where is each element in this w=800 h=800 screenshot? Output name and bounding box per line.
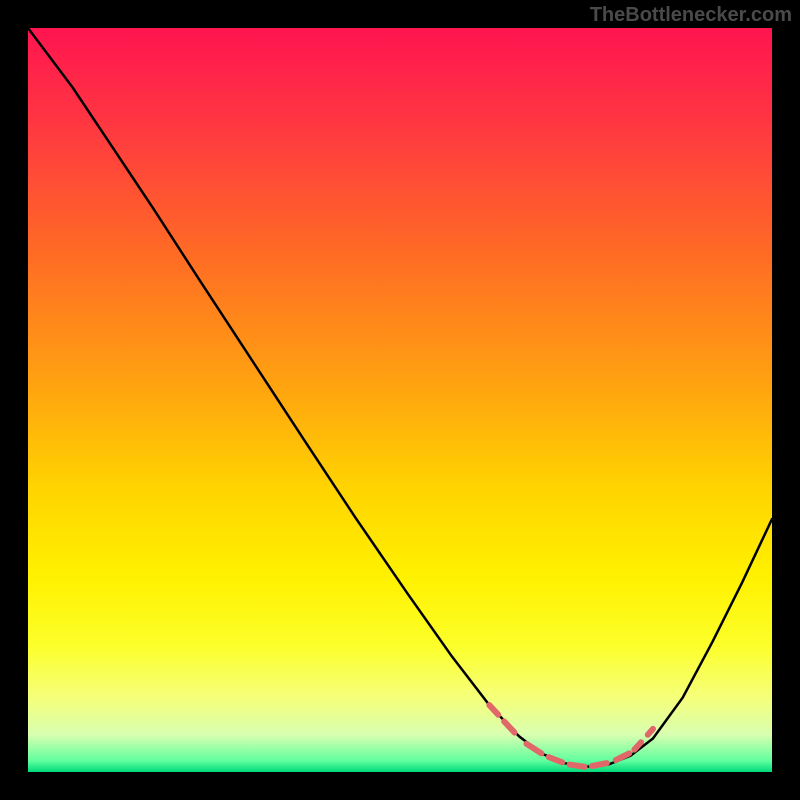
highlight-dash	[592, 763, 607, 766]
highlight-dash	[549, 757, 562, 762]
chart-plot-area	[28, 28, 772, 772]
watermark-text: TheBottlenecker.com	[590, 4, 792, 27]
highlight-dash	[489, 705, 498, 715]
bottleneck-curve	[28, 28, 772, 767]
highlight-dash	[570, 765, 585, 767]
chart-curves-layer	[28, 28, 772, 772]
highlight-dash	[648, 729, 653, 735]
highlight-dash	[616, 753, 629, 760]
highlight-dash	[504, 721, 514, 732]
highlight-dash	[526, 744, 541, 754]
